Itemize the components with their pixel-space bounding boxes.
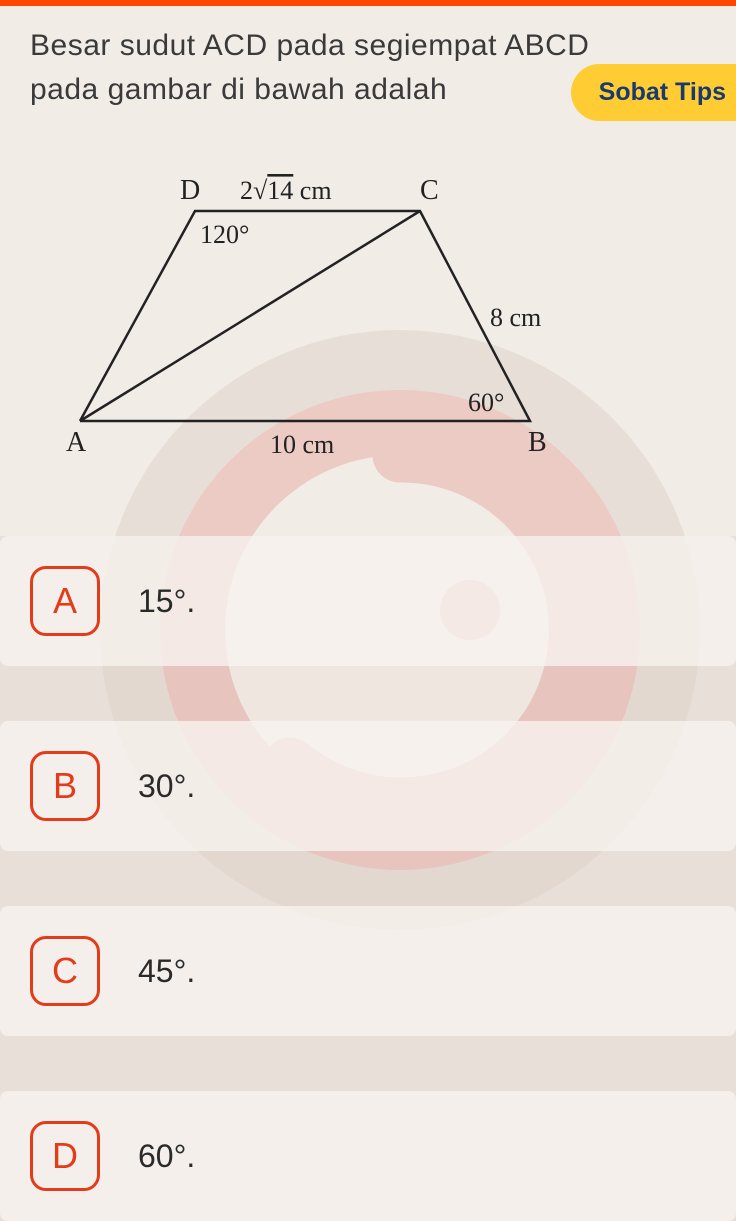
vertex-a-label: A xyxy=(66,427,87,458)
option-badge-c: C xyxy=(30,936,100,1006)
option-badge-d: D xyxy=(30,1121,100,1191)
question-line-1: Besar sudut ACD pada segiempat ABCD xyxy=(30,29,589,62)
question-line-2: pada gambar di bawah adalah xyxy=(30,73,447,106)
diagram-container: A B C D 2√14 cm 8 cm 10 cm 120° 60° xyxy=(60,151,706,476)
sobat-tips-button[interactable]: Sobat Tips xyxy=(571,64,736,121)
vertex-b-label: B xyxy=(528,427,547,458)
option-a[interactable]: A 15°. xyxy=(0,536,736,666)
angle-b-label: 60° xyxy=(468,388,504,417)
edge-dc-label: 2√14 cm xyxy=(240,176,332,205)
option-badge-a: A xyxy=(30,566,100,636)
vertex-c-label: C xyxy=(420,175,439,206)
diagonal-ac xyxy=(80,211,420,421)
vertex-d-label: D xyxy=(180,175,200,206)
option-b[interactable]: B 30°. xyxy=(0,721,736,851)
edge-ab-label: 10 cm xyxy=(270,430,334,459)
answer-options: A 15°. B 30°. C 45°. D 60°. xyxy=(0,536,736,1221)
tips-label: Sobat Tips xyxy=(599,78,726,106)
option-c[interactable]: C 45°. xyxy=(0,906,736,1036)
option-d[interactable]: D 60°. xyxy=(0,1091,736,1221)
quadrilateral-outline xyxy=(80,211,530,421)
option-text-c: 45°. xyxy=(138,953,195,990)
option-text-d: 60°. xyxy=(138,1138,195,1175)
option-text-a: 15°. xyxy=(138,583,195,620)
edge-cb-label: 8 cm xyxy=(490,303,541,332)
geometry-diagram: A B C D 2√14 cm 8 cm 10 cm 120° 60° xyxy=(60,151,620,471)
option-badge-b: B xyxy=(30,751,100,821)
option-text-b: 30°. xyxy=(138,768,195,805)
angle-d-label: 120° xyxy=(200,220,249,249)
